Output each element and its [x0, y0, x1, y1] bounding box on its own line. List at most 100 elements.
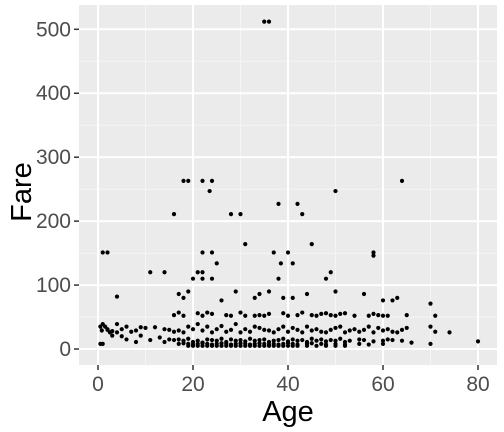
- x-tick-label: 40: [276, 373, 299, 396]
- data-point: [257, 343, 262, 348]
- data-point: [190, 327, 196, 332]
- data-point: [219, 323, 224, 329]
- data-point: [428, 301, 433, 306]
- data-point: [347, 338, 352, 343]
- data-point: [357, 341, 362, 346]
- y-tick-label: 500: [36, 18, 71, 41]
- data-point: [385, 327, 390, 332]
- data-point: [333, 325, 338, 331]
- data-point: [371, 250, 376, 255]
- data-point: [371, 253, 376, 258]
- data-point: [290, 261, 295, 266]
- data-point: [200, 250, 205, 255]
- data-point: [214, 327, 219, 332]
- data-point: [328, 313, 333, 318]
- data-point: [262, 327, 267, 332]
- data-point: [195, 321, 200, 327]
- data-point: [209, 337, 215, 343]
- data-point: [176, 328, 181, 333]
- data-point: [361, 337, 367, 343]
- data-point: [124, 324, 129, 329]
- data-point: [342, 311, 348, 316]
- data-point: [167, 327, 172, 332]
- data-point: [247, 343, 253, 348]
- data-point: [271, 250, 276, 255]
- data-point: [262, 313, 267, 318]
- data-point: [257, 291, 262, 297]
- data-point: [475, 339, 481, 344]
- data-point: [157, 335, 162, 340]
- data-point: [266, 328, 272, 333]
- data-point: [247, 336, 253, 341]
- data-point: [209, 330, 215, 335]
- data-point: [281, 343, 286, 348]
- data-point: [105, 327, 110, 332]
- data-point: [295, 313, 300, 318]
- data-point: [399, 327, 405, 332]
- data-point: [380, 338, 386, 343]
- data-point: [247, 329, 253, 334]
- data-point: [328, 327, 333, 332]
- data-point: [266, 311, 272, 316]
- data-point: [114, 330, 120, 335]
- data-point: [342, 330, 348, 335]
- data-point: [281, 295, 286, 300]
- data-point: [200, 276, 205, 281]
- data-point: [390, 298, 395, 303]
- data-point: [138, 325, 143, 330]
- data-point: [281, 311, 286, 316]
- data-point: [233, 321, 238, 327]
- y-tick-label: 300: [36, 146, 71, 169]
- data-point: [333, 313, 338, 318]
- y-axis-title: Fare: [6, 162, 38, 222]
- data-point: [195, 338, 200, 343]
- data-point: [281, 336, 286, 341]
- data-point: [319, 311, 324, 316]
- data-point: [238, 330, 243, 335]
- data-point: [243, 327, 248, 332]
- data-point: [252, 324, 257, 329]
- data-point: [409, 340, 414, 345]
- data-point: [380, 328, 386, 333]
- data-point: [152, 325, 158, 330]
- y-axis-ticks: 0 100 200 300 400 500: [36, 18, 79, 361]
- data-point: [243, 313, 248, 318]
- data-point: [205, 310, 210, 315]
- data-point: [433, 329, 438, 334]
- data-point: [447, 330, 452, 335]
- data-point: [276, 343, 281, 348]
- data-point: [266, 289, 272, 294]
- data-point: [110, 329, 115, 334]
- data-point: [105, 250, 110, 255]
- data-point: [433, 313, 438, 318]
- data-point: [228, 211, 234, 217]
- data-point: [290, 337, 295, 342]
- data-point: [376, 325, 381, 331]
- data-point: [207, 188, 212, 194]
- data-point: [428, 324, 433, 329]
- data-point: [162, 339, 167, 345]
- data-point: [162, 327, 167, 332]
- data-point: [176, 310, 181, 315]
- data-point: [209, 178, 215, 183]
- data-point: [171, 211, 177, 217]
- data-point: [276, 276, 281, 281]
- data-point: [252, 338, 257, 343]
- data-point: [300, 330, 305, 335]
- x-tick-label: 60: [371, 373, 394, 396]
- data-point: [114, 294, 120, 299]
- data-point: [376, 313, 381, 318]
- data-point: [209, 276, 215, 281]
- data-point: [219, 298, 224, 303]
- data-point: [110, 333, 115, 338]
- data-point: [205, 343, 210, 348]
- y-tick-label: 200: [36, 210, 71, 233]
- data-point: [323, 330, 329, 335]
- data-point: [181, 178, 186, 183]
- data-point: [300, 337, 305, 343]
- data-point: [309, 341, 314, 346]
- data-point: [380, 298, 386, 303]
- data-point: [233, 338, 238, 343]
- data-point: [219, 336, 224, 341]
- data-point: [214, 261, 219, 266]
